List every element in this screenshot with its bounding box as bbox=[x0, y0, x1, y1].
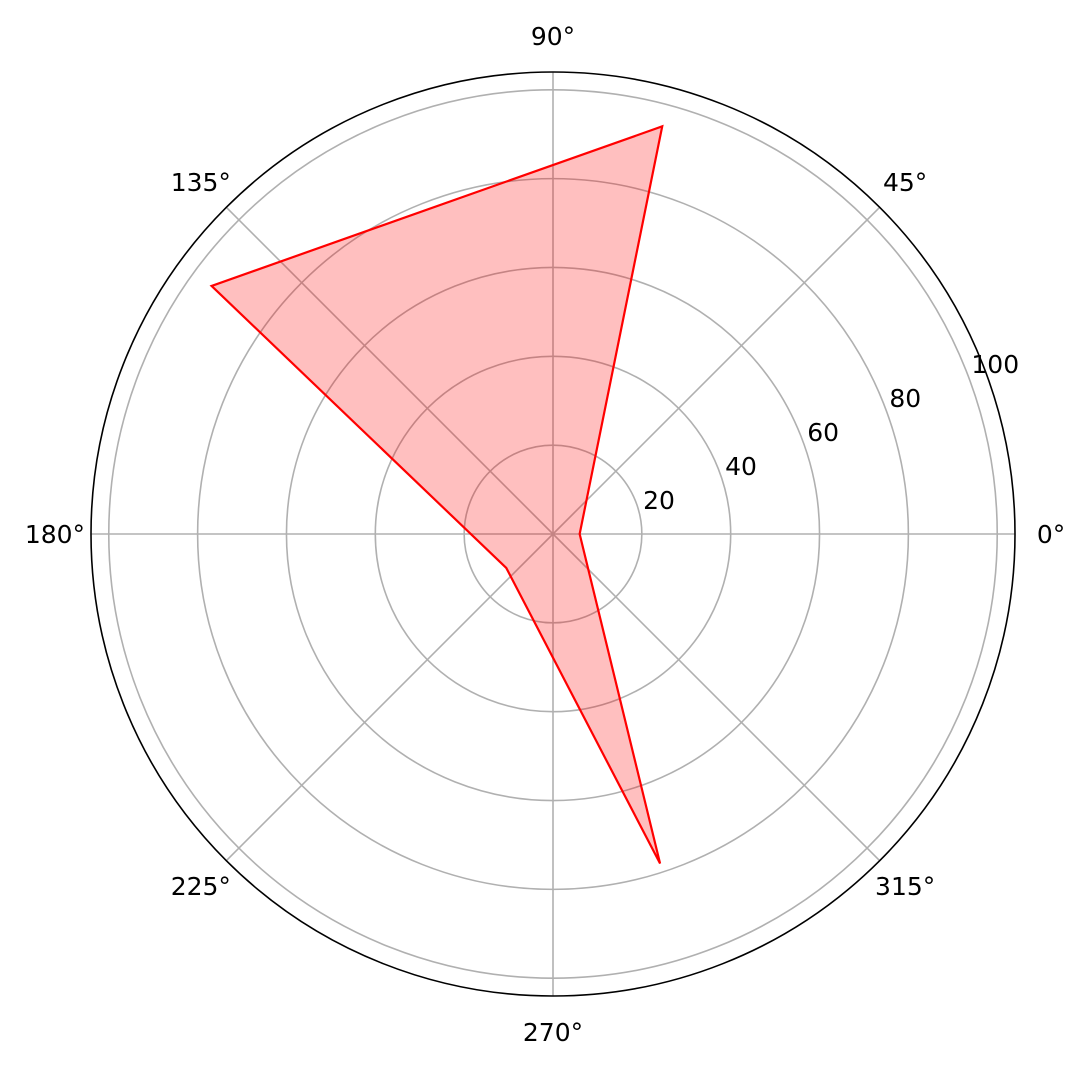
polar-frame bbox=[90, 71, 1016, 997]
radial-tick-label: 40 bbox=[725, 452, 757, 481]
angle-tick-label: 135° bbox=[171, 168, 231, 197]
angular-gridline-45 bbox=[552, 206, 881, 535]
angle-tick-label: 180° bbox=[25, 520, 85, 549]
frame-layer bbox=[90, 71, 1016, 997]
angle-tick-label: 0° bbox=[1037, 520, 1065, 549]
radial-tick-labels: 20 40 60 80 100 bbox=[643, 350, 1019, 515]
series-line-0 bbox=[209, 124, 664, 865]
radial-tick-label: 60 bbox=[807, 418, 839, 447]
radial-tick-label: 20 bbox=[643, 486, 675, 515]
angle-tick-label: 225° bbox=[171, 872, 231, 901]
angle-tick-label: 45° bbox=[883, 168, 927, 197]
radial-tick-label: 100 bbox=[971, 350, 1019, 379]
angle-tick-label: 270° bbox=[523, 1018, 583, 1047]
angular-gridline-225 bbox=[225, 533, 554, 862]
angle-tick-labels: 0° 45° 90° 135° 180° 225° 270° 315° bbox=[25, 22, 1065, 1047]
angular-gridline-315 bbox=[552, 533, 881, 862]
angular-grid bbox=[91, 72, 1015, 996]
angle-tick-label: 315° bbox=[875, 872, 935, 901]
series-layer bbox=[209, 124, 664, 865]
series-fill-0 bbox=[211, 126, 663, 864]
angle-tick-label: 90° bbox=[531, 22, 575, 51]
radial-tick-label: 80 bbox=[889, 384, 921, 413]
